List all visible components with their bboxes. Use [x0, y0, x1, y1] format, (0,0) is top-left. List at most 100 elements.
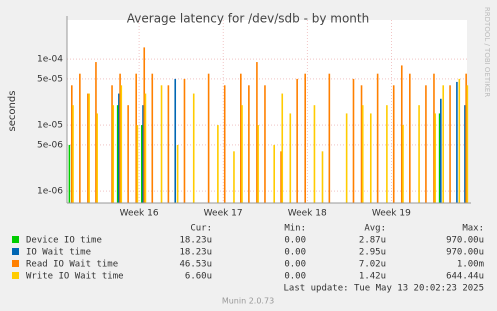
spike [136, 125, 139, 203]
legend-stat: 0.00 [284, 236, 306, 246]
y-tick-label: 5e-05 [37, 74, 63, 84]
spike [119, 73, 121, 204]
spike [68, 144, 71, 203]
legend-stat: 644.44u [446, 272, 484, 282]
spike [360, 85, 363, 203]
y-tick-label: 1e-05 [37, 121, 63, 131]
spike [127, 105, 129, 203]
spike [289, 113, 292, 203]
legend-stat: 46.53u [179, 260, 212, 270]
spike [207, 73, 210, 204]
spike [264, 85, 266, 203]
legend-swatch [12, 272, 19, 279]
spike [112, 105, 115, 203]
spike [456, 81, 458, 203]
legend-label: Read IO Wait time [26, 260, 118, 270]
legend-stat: 0.00 [284, 248, 306, 258]
spike [88, 93, 90, 203]
spike [160, 85, 163, 203]
watermark: RRDTOOL / TOBI OETIKER [483, 7, 491, 97]
spike [141, 125, 143, 203]
spike [352, 78, 355, 203]
spike [167, 85, 170, 203]
spike [392, 85, 395, 203]
plot-area [67, 20, 467, 203]
spike [241, 105, 243, 203]
spike [449, 85, 451, 203]
legend-swatch [12, 260, 19, 267]
spike [440, 98, 442, 203]
spike [402, 125, 404, 203]
y-axis-label: seconds [7, 91, 18, 132]
spike [386, 105, 388, 203]
spike [248, 85, 250, 203]
spike [87, 93, 89, 203]
spike [418, 105, 420, 203]
legend-stat: 970.00u [446, 236, 484, 246]
spike [442, 85, 445, 203]
footer: Munin 2.0.73 [222, 297, 274, 306]
legend-swatch [12, 248, 19, 255]
spike [361, 105, 364, 203]
spike [116, 105, 119, 203]
spike [96, 113, 98, 203]
spike [409, 73, 411, 204]
spike [257, 125, 259, 203]
legend-stat: 2.87u [359, 236, 386, 246]
legend-header: Max: [462, 224, 484, 234]
spike [281, 93, 284, 203]
spike [256, 62, 258, 204]
spike [142, 105, 144, 203]
spike [464, 105, 466, 203]
legend-swatch [12, 236, 19, 243]
legend-stat: 970.00u [446, 248, 484, 258]
spike [465, 73, 467, 204]
spike [176, 144, 179, 203]
spike [458, 78, 461, 203]
y-tick-label: 1e-06 [37, 187, 63, 197]
legend-label: Device IO time [26, 236, 102, 246]
legend-stat: 1.42u [359, 272, 386, 282]
spike [425, 85, 427, 203]
spike [321, 151, 324, 203]
spike [240, 73, 242, 204]
spike [192, 93, 195, 203]
legend-header: Min: [284, 224, 306, 234]
spike [313, 105, 316, 203]
spike [280, 151, 282, 203]
spike [118, 93, 120, 203]
legend-stat: 0.00 [284, 272, 306, 282]
spike [369, 113, 372, 203]
x-tick-label: Week 16 [120, 209, 159, 219]
legend-label: IO Wait time [26, 248, 91, 258]
spike [223, 85, 226, 203]
spike [273, 144, 276, 203]
spike [296, 78, 298, 203]
spike [376, 73, 379, 204]
legend-stat: 7.02u [359, 260, 386, 270]
legend-stat: 6.60u [185, 272, 212, 282]
x-tick-label: Week 18 [288, 209, 327, 219]
legend-stat: 18.23u [179, 236, 212, 246]
x-tick-label: Week 17 [204, 209, 243, 219]
legend-header: Cur: [190, 224, 212, 234]
spike [151, 73, 154, 204]
y-tick-label: 1e-04 [37, 55, 63, 65]
spike [174, 78, 177, 203]
spike [217, 125, 219, 203]
spike [79, 73, 81, 204]
spike [95, 62, 97, 204]
spike [111, 85, 113, 203]
chart-title: Average latency for /dev/sdb - by month [127, 12, 369, 26]
spike [304, 73, 306, 204]
spike [438, 113, 441, 203]
spike [328, 73, 331, 204]
spike [233, 151, 235, 203]
legend-stat: 1.00m [457, 260, 484, 270]
last-update: Last update: Tue May 13 20:02:23 2025 [284, 284, 484, 294]
spike [144, 93, 147, 203]
spike [71, 85, 73, 203]
legend-stat: 2.95u [359, 248, 386, 258]
spike [143, 47, 146, 204]
